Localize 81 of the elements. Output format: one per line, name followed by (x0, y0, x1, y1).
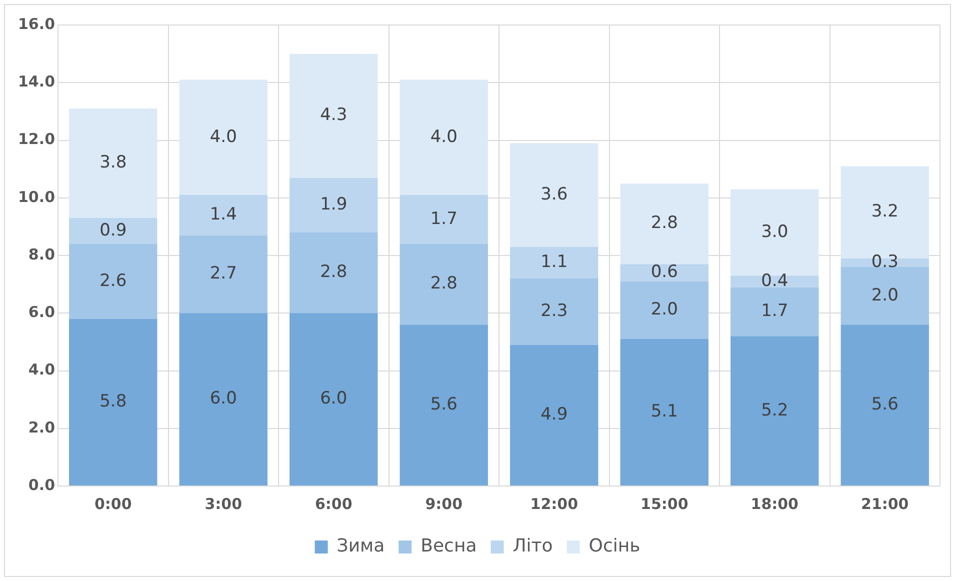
bar (69, 318, 158, 486)
data-label: 4.3 (320, 105, 348, 126)
data-label: 5.6 (871, 394, 898, 414)
data-label: 2.8 (320, 262, 348, 282)
x-tick-label: 3:00 (204, 494, 242, 513)
legend-label: Осінь (588, 536, 640, 557)
data-label: 1.7 (761, 301, 788, 322)
bar (69, 244, 158, 319)
bar (400, 324, 488, 486)
y-tick-label: 8.0 (28, 245, 56, 264)
y-tick-label: 12.0 (18, 130, 56, 148)
data-label: 0.4 (761, 270, 788, 291)
data-label: 3.0 (761, 222, 788, 242)
bar (620, 339, 708, 486)
y-tick-label: 2.0 (28, 418, 56, 436)
data-label: 5.6 (430, 394, 458, 414)
data-label: 6.0 (320, 388, 348, 409)
x-tick-label: 15:00 (640, 494, 688, 513)
bar (620, 264, 708, 282)
y-tick-label: 10.0 (18, 188, 56, 206)
bar (179, 235, 268, 314)
data-label: 2.7 (210, 264, 237, 284)
data-label: 2.3 (540, 301, 568, 322)
legend-label: Зима (336, 536, 385, 557)
bar (290, 313, 378, 486)
data-label: 2.0 (871, 285, 898, 306)
data-label: 6.0 (210, 388, 237, 409)
bar (510, 344, 598, 486)
legend-label: Весна (420, 536, 477, 557)
data-label: 0.6 (650, 262, 678, 282)
bar (840, 267, 929, 325)
bar (620, 183, 708, 264)
data-label: 3.6 (540, 184, 568, 204)
bar (69, 218, 158, 244)
data-label: 1.7 (430, 208, 458, 229)
bar (400, 80, 488, 195)
bar (179, 313, 268, 486)
data-label: 1.4 (210, 204, 237, 225)
data-label: 5.1 (650, 402, 678, 422)
bar (840, 324, 929, 486)
data-label: 0.9 (100, 220, 127, 240)
data-label: 1.1 (540, 252, 568, 272)
y-tick-label: 0.0 (28, 476, 56, 494)
x-tick-label: 12:00 (530, 494, 578, 513)
bar (179, 80, 268, 195)
x-tick-label: 21:00 (861, 494, 909, 513)
x-tick-label: 6:00 (314, 494, 352, 513)
bar (510, 278, 598, 345)
data-label: 5.8 (100, 392, 127, 412)
x-tick-label: 9:00 (425, 494, 463, 513)
bar (400, 244, 488, 325)
data-label: 4.0 (210, 126, 237, 147)
y-tick-label: 6.0 (28, 303, 56, 322)
data-label: 5.2 (761, 400, 788, 420)
x-tick-label: 0:00 (94, 494, 132, 513)
y-tick-label: 16.0 (18, 14, 56, 33)
legend-label: Літо (512, 536, 553, 557)
data-label: 0.3 (871, 252, 898, 272)
y-tick-label: 14.0 (18, 72, 56, 91)
data-label: 2.8 (430, 274, 458, 294)
data-label: 3.8 (100, 152, 127, 173)
data-label: 2.0 (650, 300, 678, 320)
data-label: 2.6 (100, 270, 127, 291)
bar (290, 232, 378, 314)
x-tick-label: 18:00 (750, 494, 798, 513)
bar (510, 246, 598, 279)
y-tick-label: 4.0 (28, 360, 56, 379)
bar (290, 54, 378, 178)
bar (510, 143, 598, 247)
bar (179, 194, 268, 236)
bar (290, 178, 378, 232)
bar (69, 108, 158, 218)
data-label: 4.9 (540, 404, 568, 425)
bar (730, 287, 819, 336)
bar (400, 194, 488, 244)
data-label: 1.9 (320, 194, 348, 214)
data-label: 4.0 (430, 126, 458, 147)
data-label: 2.8 (650, 213, 678, 234)
bar (730, 336, 819, 486)
bar (620, 281, 708, 340)
data-label: 3.2 (871, 202, 898, 222)
